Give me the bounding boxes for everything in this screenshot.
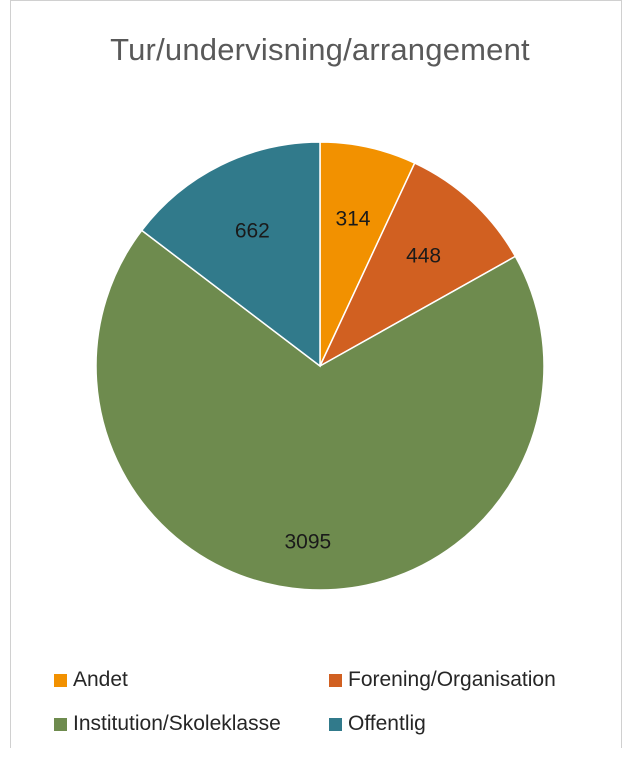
legend-label-institution: Institution/Skoleklasse (73, 712, 281, 735)
data-label-andet: 314 (335, 207, 370, 230)
data-label-institution: 3095 (285, 530, 332, 553)
legend-swatch-institution (54, 717, 67, 731)
legend-swatch-offentlig (329, 717, 342, 731)
legend-swatch-andet (54, 673, 67, 687)
legend-label-forening: Forening/Organisation (348, 668, 556, 691)
pie-slice-institution (95, 229, 545, 591)
legend-swatch-forening (329, 673, 342, 687)
legend-item-institution: Institution/Skoleklasse (54, 712, 281, 736)
legend-label-andet: Andet (73, 668, 128, 691)
pie-slice-forening (318, 162, 517, 368)
legend-item-offentlig: Offentlig (329, 712, 426, 736)
legend-item-forening: Forening/Organisation (329, 668, 556, 692)
data-label-forening: 448 (406, 244, 441, 267)
chart-title: Tur/undervisning/arrangement (110, 32, 530, 67)
pie-slice-offentlig (140, 141, 321, 368)
legend-item-andet: Andet (54, 668, 128, 692)
legend-label-offentlig: Offentlig (348, 712, 426, 735)
data-label-offentlig: 662 (235, 220, 270, 243)
